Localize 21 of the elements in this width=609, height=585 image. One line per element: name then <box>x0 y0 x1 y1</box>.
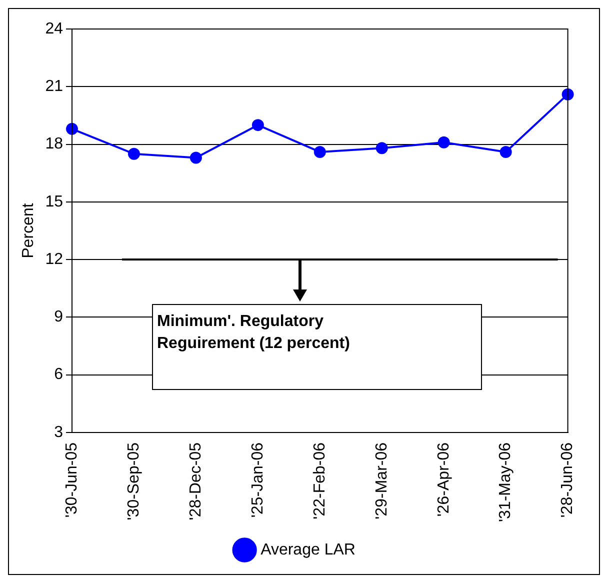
y-tick-label: 3 <box>54 424 64 441</box>
y-axis-title: Percent <box>20 202 38 258</box>
x-tick-label: '25-Jan-06 <box>249 442 266 518</box>
y-tick-label: 12 <box>45 250 64 268</box>
ref-line-label: Minimum'. Regulatory Reguirement (12 percent) <box>156 312 351 354</box>
x-tick-label: '30-Jun-05 <box>63 442 80 518</box>
x-tick-label: '26-Apr-06 <box>435 442 452 517</box>
legend-label: Average LAR <box>260 541 356 558</box>
y-tick-label: 15 <box>45 193 64 210</box>
x-tick-label: '30-Sep-05 <box>125 442 142 520</box>
y-tick-label: 21 <box>45 78 64 96</box>
y-tick-label: 6 <box>54 366 64 384</box>
text-box: Minimum'. Regulatory Reguirement (12 percent) <box>152 304 482 390</box>
x-tick-label: '28-Dec-05 <box>187 442 204 520</box>
x-tick-label: '31-May-06 <box>497 442 514 522</box>
y-tick-label: 18 <box>45 136 64 153</box>
x-tick-label: '28-Jun-06 <box>559 442 576 518</box>
x-tick-label: '29-Mar-06 <box>373 442 390 520</box>
y-tick-label: 24 <box>45 20 64 38</box>
x-tick-label: '22-Feb-06 <box>311 442 328 520</box>
y-tick-label: 9 <box>54 308 64 326</box>
